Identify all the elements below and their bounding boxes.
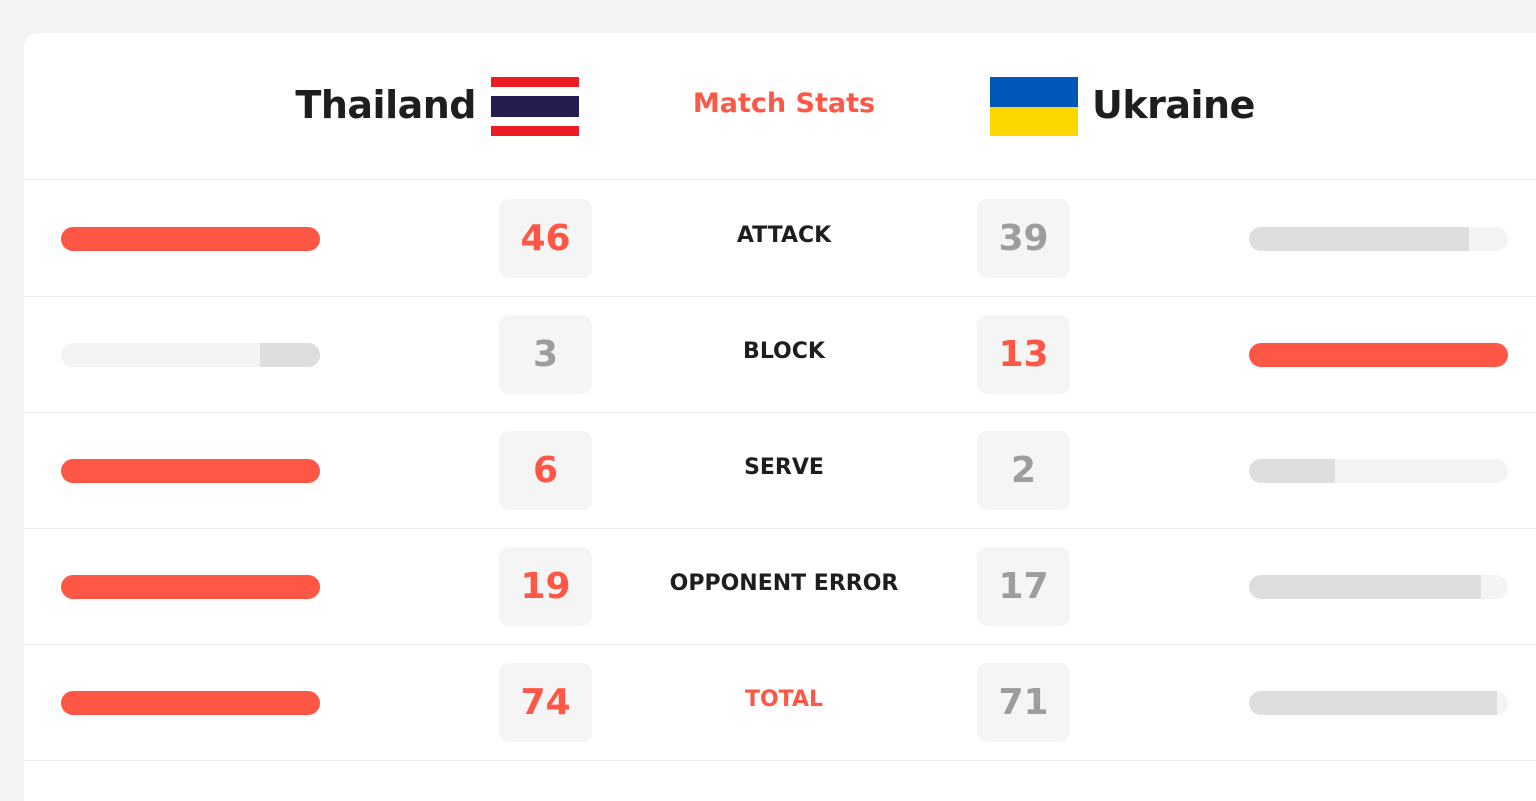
- stat-row: 3 BLOCK 13: [24, 296, 1536, 413]
- ukraine-flag-icon: [990, 77, 1078, 136]
- away-stat-bar-fill: [1249, 575, 1481, 599]
- home-stat-bar-fill: [61, 459, 320, 483]
- stat-label: SERVE: [744, 455, 824, 480]
- stat-row: 46 ATTACK 39: [24, 180, 1536, 297]
- home-stat-bar-fill: [61, 227, 320, 251]
- away-stat-bar-fill: [1249, 227, 1469, 251]
- stat-label: ATTACK: [736, 223, 832, 248]
- home-stat-bar: [61, 343, 320, 367]
- away-score: 39: [977, 199, 1070, 278]
- away-score: 17: [977, 547, 1070, 626]
- away-stat-bar: [1249, 575, 1508, 599]
- away-stat-bar-fill: [1249, 691, 1498, 715]
- home-stat-bar-fill: [61, 691, 320, 715]
- away-stat-bar: [1249, 343, 1508, 367]
- home-stat-bar: [61, 459, 320, 483]
- match-header: Thailand Match Stats Ukraine: [24, 33, 1536, 180]
- stat-row: 19 OPPONENT ERROR 17: [24, 528, 1536, 645]
- stat-label: TOTAL: [744, 687, 824, 712]
- home-stat-bar: [61, 575, 320, 599]
- match-stats-card: Thailand Match Stats Ukraine 46 ATTACK 39 3…: [24, 33, 1536, 801]
- stat-label: OPPONENT ERROR: [669, 571, 899, 596]
- away-score: 2: [977, 431, 1070, 510]
- home-stat-bar: [61, 691, 320, 715]
- home-stat-bar-fill: [61, 575, 320, 599]
- home-score: 6: [499, 431, 592, 510]
- home-score: 3: [499, 315, 592, 394]
- thailand-flag-icon: [491, 77, 579, 136]
- away-stat-bar-fill: [1249, 343, 1508, 367]
- home-stat-bar-fill: [260, 343, 320, 367]
- away-stat-bar: [1249, 459, 1508, 483]
- home-team-name: Thailand: [295, 83, 476, 127]
- home-score: 74: [499, 663, 592, 742]
- page-title: Match Stats: [692, 88, 876, 119]
- away-score: 71: [977, 663, 1070, 742]
- away-stat-bar: [1249, 691, 1508, 715]
- away-stat-bar: [1249, 227, 1508, 251]
- home-score: 19: [499, 547, 592, 626]
- stat-row: 6 SERVE 2: [24, 412, 1536, 529]
- stat-label: BLOCK: [743, 339, 825, 364]
- away-score: 13: [977, 315, 1070, 394]
- away-stat-bar-fill: [1249, 459, 1336, 483]
- away-team-name: Ukraine: [1092, 83, 1255, 127]
- home-stat-bar: [61, 227, 320, 251]
- stat-row: 74 TOTAL 71: [24, 644, 1536, 761]
- home-score: 46: [499, 199, 592, 278]
